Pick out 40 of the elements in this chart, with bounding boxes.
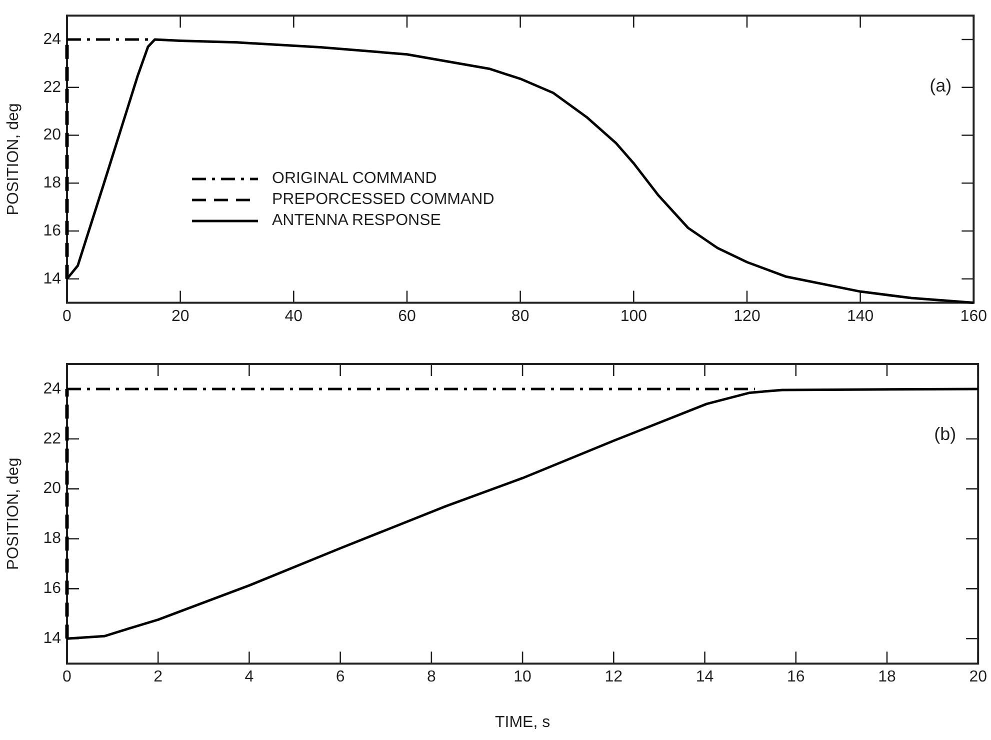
y-tick-label: 14: [43, 270, 62, 288]
x-tick-label: 10: [514, 668, 532, 686]
x-tick-label: 4: [244, 668, 254, 686]
y-tick-label: 14: [43, 630, 62, 648]
y-tick-label: 22: [43, 430, 62, 448]
x-tick-label: 0: [62, 308, 72, 325]
x-tick-label: 14: [696, 668, 714, 686]
x-tick-label: 6: [336, 668, 345, 686]
y-tick-label: 16: [43, 580, 62, 598]
x-tick-label: 2: [154, 668, 163, 686]
x-tick-label: 8: [426, 668, 436, 686]
x-tick-label: 80: [511, 308, 530, 325]
legend-label: ANTENNA RESPONSE: [272, 211, 441, 231]
legend-label: ORIGINAL COMMAND: [272, 169, 437, 189]
y-tick-label: 18: [43, 530, 62, 548]
x-tick-label: 40: [284, 308, 303, 325]
y-tick-label: 22: [43, 78, 62, 96]
x-tick-label: 18: [878, 668, 896, 686]
x-tick-label: 160: [960, 308, 988, 325]
y-tick-label: 24: [43, 380, 62, 398]
x-tick-label: 16: [786, 668, 805, 686]
annotation: (b): [934, 424, 956, 444]
x-tick-label: 140: [846, 308, 874, 325]
x-tick-label: 0: [62, 668, 72, 686]
y-tick-label: 24: [43, 30, 62, 48]
y-axis-title: POSITION, deg: [5, 458, 22, 570]
x-tick-label: 60: [398, 308, 416, 325]
y-tick-label: 16: [43, 222, 62, 240]
x-tick-label: 120: [734, 308, 760, 325]
y-tick-label: 20: [43, 126, 62, 144]
y-tick-label: 18: [43, 174, 62, 192]
x-tick-label: 100: [620, 308, 648, 325]
x-axis-title: TIME, s: [494, 714, 550, 731]
x-tick-label: 12: [604, 668, 623, 686]
legend-label: PREPORCESSED COMMAND: [272, 190, 494, 210]
y-tick-label: 20: [43, 480, 62, 498]
annotation: (a): [930, 76, 952, 96]
y-axis-title: POSITION, deg: [5, 103, 22, 216]
x-tick-label: 20: [969, 668, 988, 686]
x-tick-label: 20: [171, 308, 190, 325]
